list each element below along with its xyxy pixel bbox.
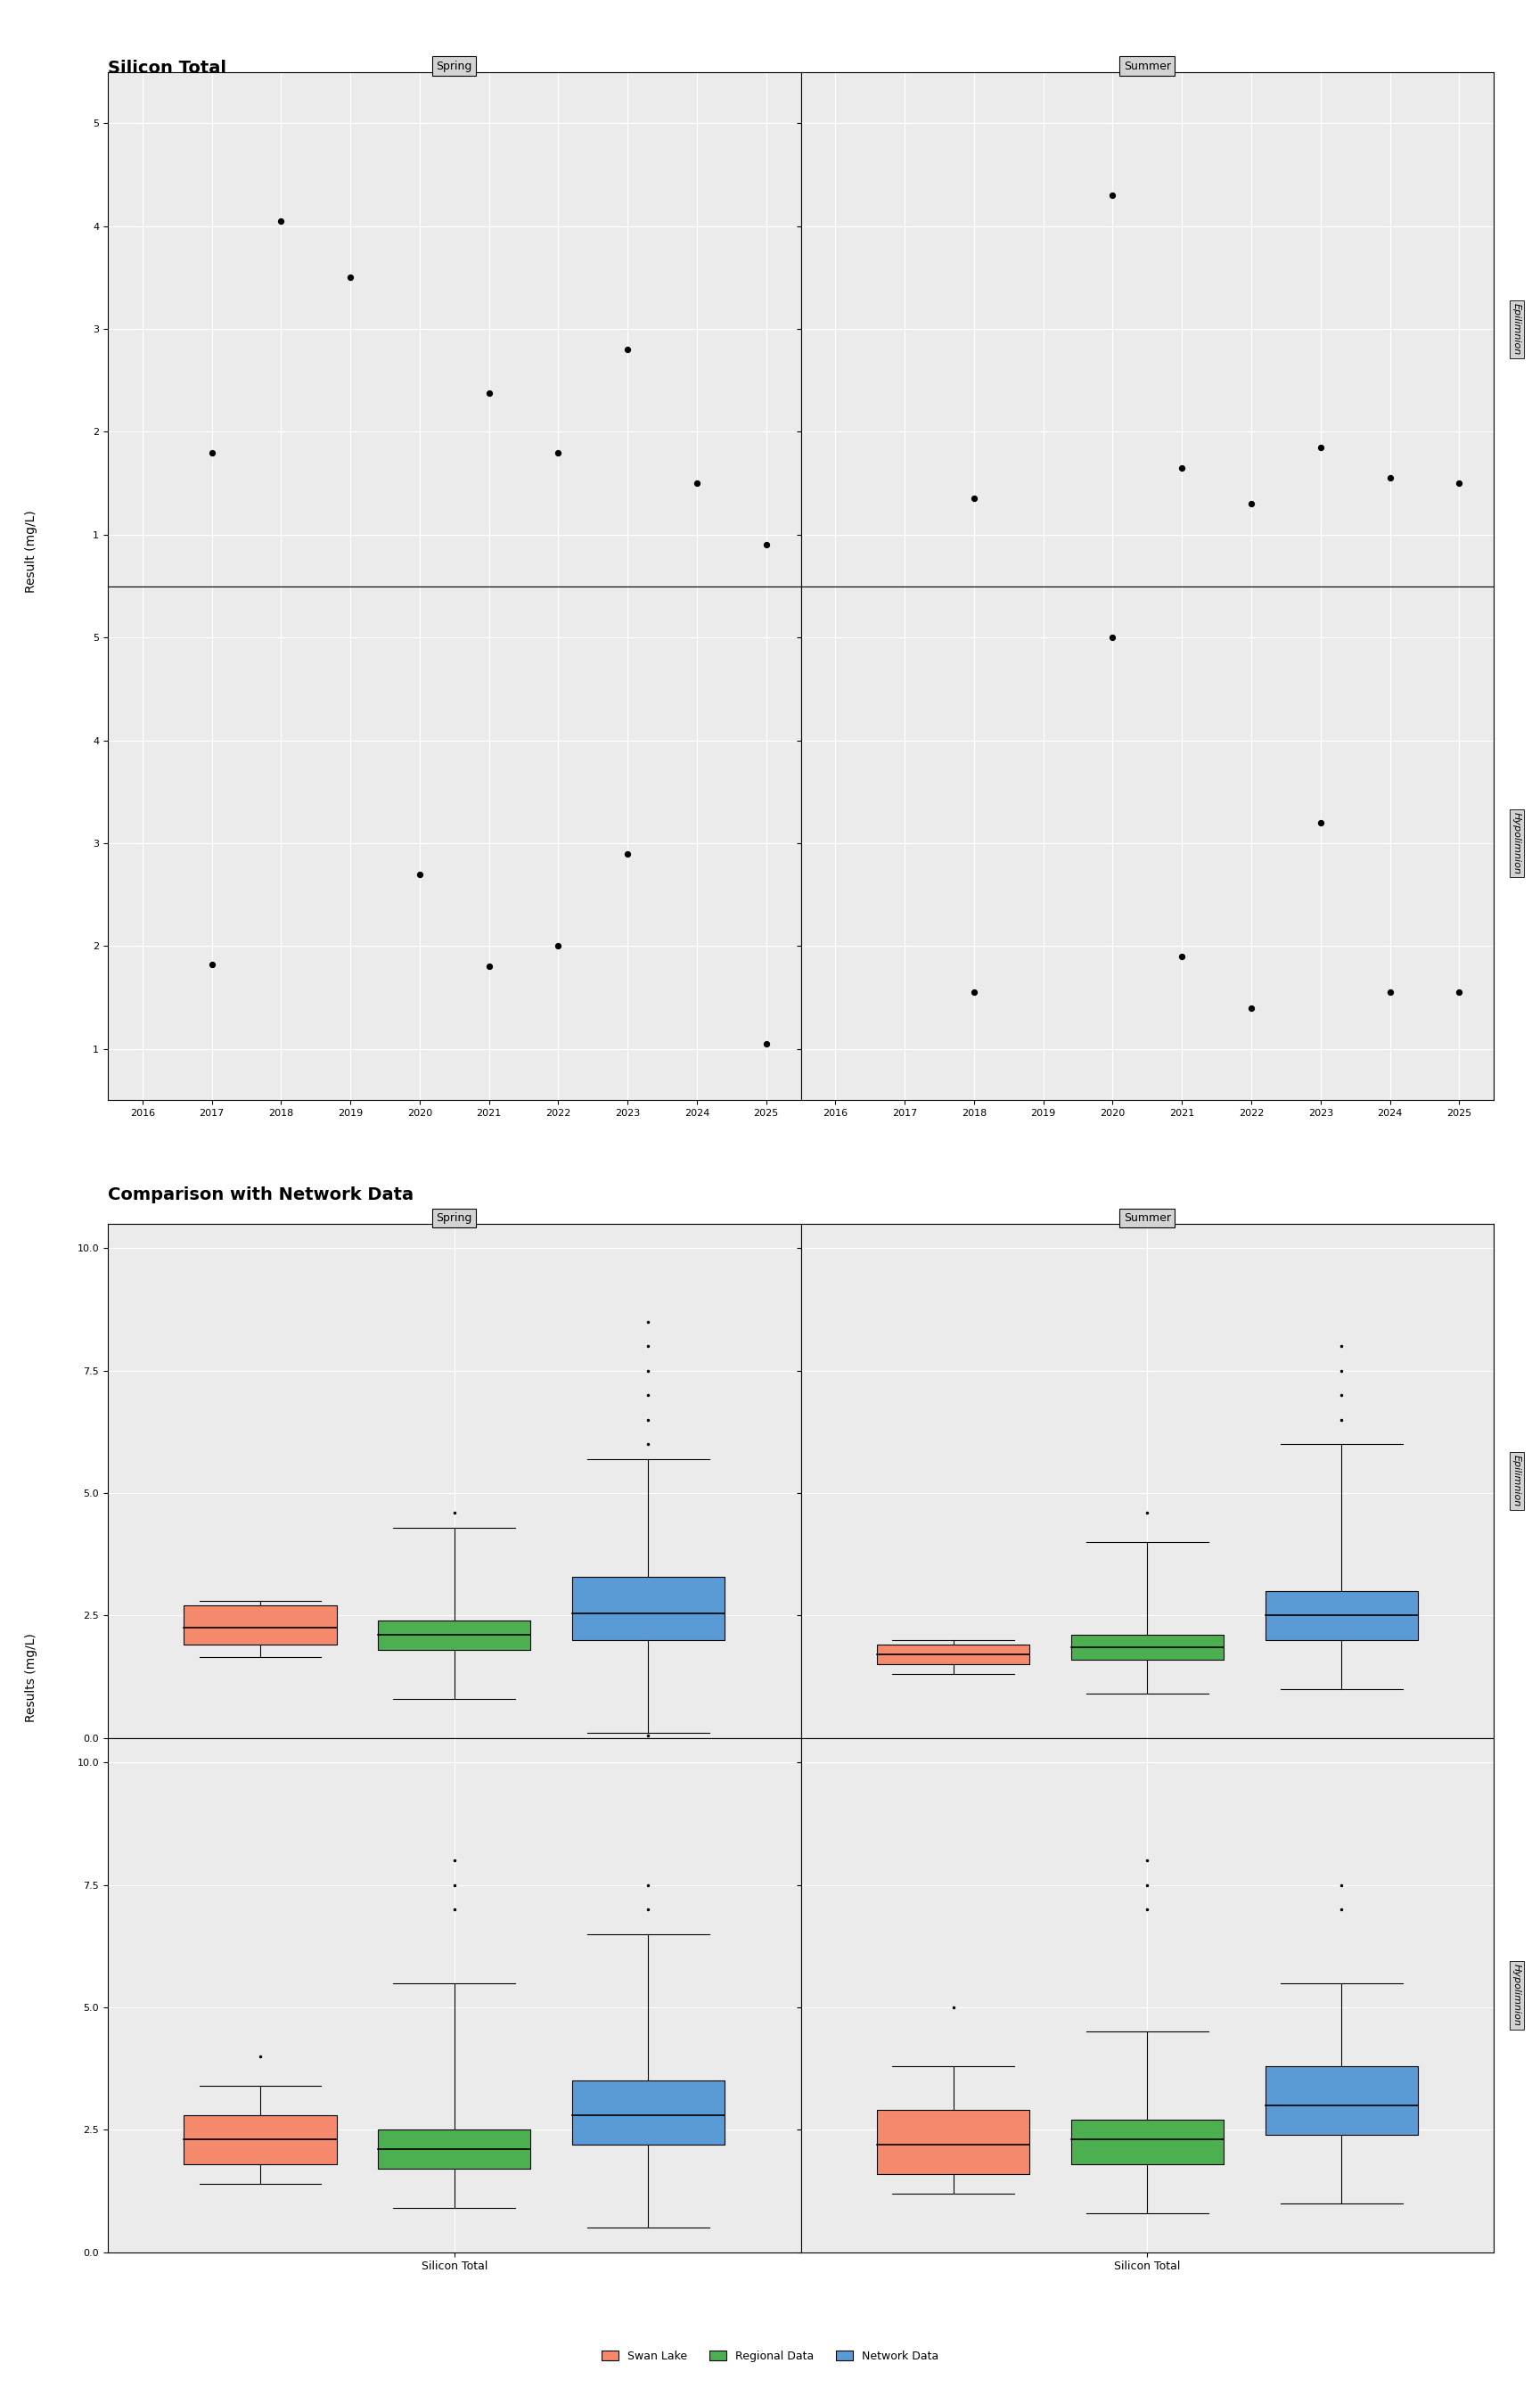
Bar xyxy=(878,1646,1029,1665)
Point xyxy=(199,946,223,985)
Point xyxy=(1378,973,1403,1011)
Point xyxy=(614,331,639,369)
Bar xyxy=(1264,1591,1417,1639)
Text: Result (mg/L): Result (mg/L) xyxy=(25,510,37,592)
Bar xyxy=(571,1577,724,1639)
Point xyxy=(614,834,639,872)
Bar xyxy=(571,2080,724,2144)
Point xyxy=(407,855,431,894)
Point xyxy=(1309,429,1334,467)
Point xyxy=(1170,937,1195,975)
Text: Comparison with Network Data: Comparison with Network Data xyxy=(108,1186,414,1203)
Point xyxy=(1101,618,1126,657)
Bar xyxy=(183,2116,336,2164)
Point xyxy=(684,465,708,503)
Point xyxy=(753,1025,778,1064)
Title: Spring: Spring xyxy=(436,1212,473,1224)
Text: Silicon Total: Silicon Total xyxy=(108,60,226,77)
Point xyxy=(1309,803,1334,841)
Bar xyxy=(379,2130,530,2168)
Point xyxy=(545,434,570,472)
Point xyxy=(1378,460,1403,498)
Point xyxy=(962,479,987,518)
Bar xyxy=(379,1620,530,1651)
Title: Summer: Summer xyxy=(1124,1212,1170,1224)
Point xyxy=(1238,990,1263,1028)
Point xyxy=(476,374,501,412)
Text: Results (mg/L): Results (mg/L) xyxy=(25,1632,37,1723)
Point xyxy=(753,525,778,563)
Text: Hypolimnion: Hypolimnion xyxy=(1512,812,1522,875)
Point xyxy=(1446,465,1471,503)
Title: Summer: Summer xyxy=(1124,60,1170,72)
Bar xyxy=(1072,1634,1224,1660)
Title: Spring: Spring xyxy=(436,60,473,72)
Point xyxy=(337,259,362,297)
Bar xyxy=(183,1605,336,1646)
Point xyxy=(1238,484,1263,522)
Point xyxy=(268,201,293,240)
Point xyxy=(545,927,570,966)
Text: Epilimnion: Epilimnion xyxy=(1512,302,1522,355)
Bar xyxy=(1264,2065,1417,2135)
Bar xyxy=(878,2111,1029,2173)
Point xyxy=(1170,448,1195,486)
Text: Hypolimnion: Hypolimnion xyxy=(1512,1965,1522,2027)
Point xyxy=(962,973,987,1011)
Point xyxy=(199,434,223,472)
Legend: Swan Lake, Regional Data, Network Data: Swan Lake, Regional Data, Network Data xyxy=(598,2346,942,2367)
Text: Epilimnion: Epilimnion xyxy=(1512,1454,1522,1507)
Point xyxy=(1446,973,1471,1011)
Point xyxy=(1101,177,1126,216)
Bar xyxy=(1072,2120,1224,2164)
Point xyxy=(476,946,501,985)
